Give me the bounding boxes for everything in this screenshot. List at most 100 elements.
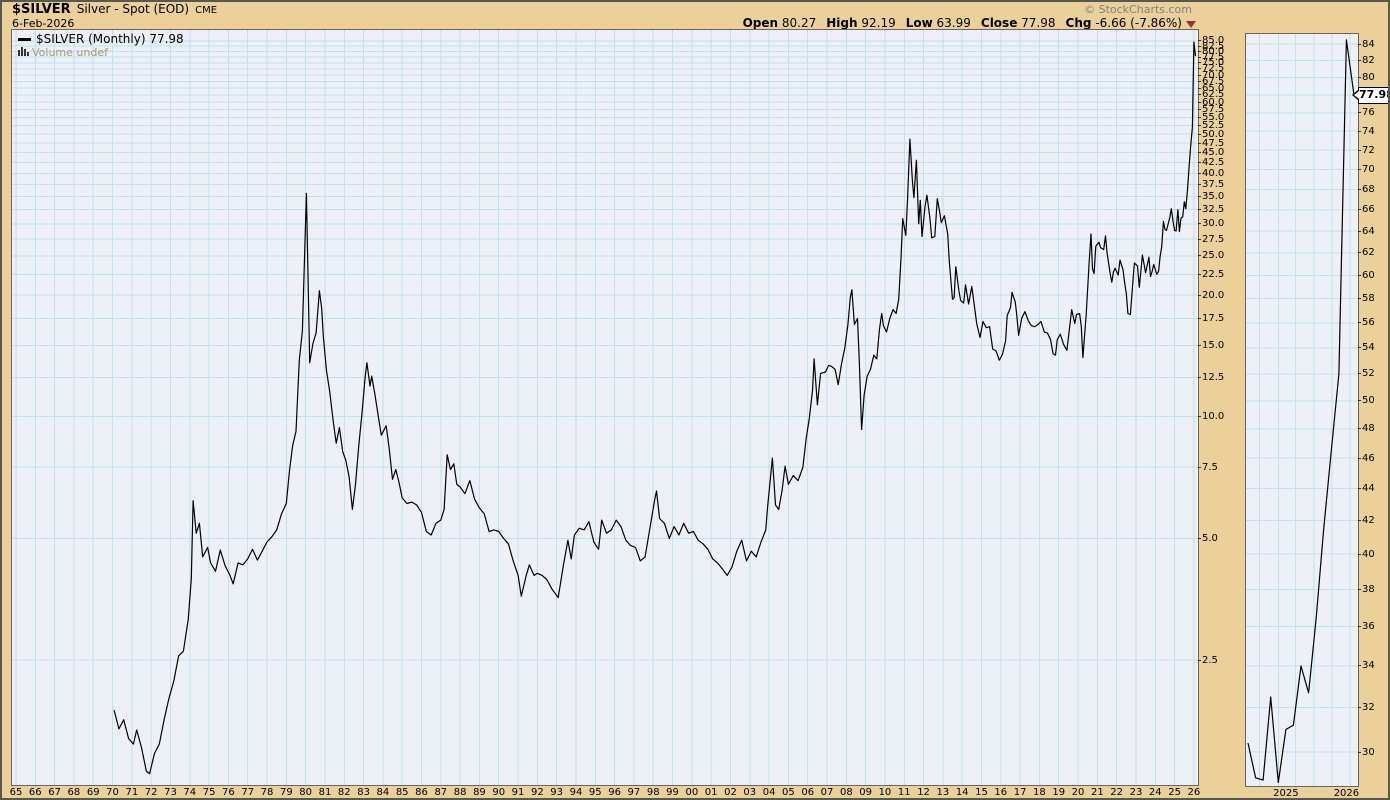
main-x-tick-label: 01 [704,787,718,798]
main-y-tick-label: 67.5 [1198,76,1224,87]
inset-y-tick-label: 80 [1358,72,1375,83]
inset-y-tick-label: 54 [1358,342,1375,353]
main-y-tick-label: 72.5 [1198,63,1224,74]
main-x-tick-label: 02 [724,787,737,798]
main-x-tick-label: 82 [337,787,351,798]
main-y-tick-label: 27.5 [1198,234,1224,245]
main-chart-plot [11,29,1199,786]
main-x-tick-label: 04 [762,787,776,798]
main-y-tick-label: 77.5 [1198,52,1224,63]
main-y-tick-label: 35.0 [1198,191,1224,202]
main-x-tick-label: 17 [1013,787,1027,798]
main-y-tick-label: 2.5 [1198,655,1218,666]
copyright: © StockCharts.com [1084,3,1192,16]
inset-chart-plot [1245,33,1359,787]
main-y-tick-label: 60.0 [1198,97,1224,108]
main-x-tick-label: 09 [859,787,872,798]
inset-y-tick-label: 66 [1358,204,1375,215]
main-y-tick-label: 80.0 [1198,46,1224,57]
main-x-tick-label: 98 [646,787,660,798]
main-x-tick-label: 20 [1071,787,1085,798]
main-x-tick-label: 80 [299,787,312,798]
inset-y-tick-label: 68 [1358,184,1375,195]
main-x-tick-label: 95 [588,787,602,798]
inset-y-tick-label: 38 [1358,584,1375,595]
inset-y-tick-label: 32 [1358,702,1375,713]
main-x-tick-label: 05 [782,787,795,798]
inset-y-tick-label: 36 [1358,621,1375,632]
main-x-tick-label: 78 [260,787,274,798]
volume-bars-icon [18,46,29,59]
main-x-tick-label: 15 [975,787,988,798]
main-x-tick-label: 26 [1187,787,1201,798]
main-x-tick-label: 16 [994,787,1008,798]
main-x-tick-label: 97 [627,787,641,798]
main-y-axis: 85.0 82.5 80.0 77.5 75.0 72.5 70.0 67.5 65.0 62.5… [1198,2,1238,798]
main-x-tick-label: 18 [1033,787,1046,798]
main-x-tick-label: 99 [666,787,679,798]
inset-x-tick-label: 2025 [1273,788,1299,799]
main-x-tick-label: 66 [28,787,42,798]
main-x-tick-label: 92 [530,787,544,798]
chart-title: Silver - Spot (EOD) [76,2,190,16]
main-y-tick-label: 5.0 [1198,533,1218,544]
main-x-tick-label: 83 [357,787,370,798]
main-x-tick-label: 25 [1168,787,1181,798]
volume-legend-label: Volume undef [32,46,108,59]
main-x-tick-label: 65 [9,787,23,798]
main-y-tick-label: 70.0 [1198,70,1224,81]
inset-y-tick-label: 84 [1358,39,1375,50]
last-price-label: 77.98 [1359,88,1388,102]
main-x-tick-label: 71 [125,787,139,798]
main-y-tick-label: 37.5 [1198,179,1224,190]
inset-y-tick-label: 46 [1358,453,1375,464]
main-y-tick-label: 10.0 [1198,411,1224,422]
main-x-axis: 65 66 67 68 69 70 71 72 73 74 75 76 77 78 79 80 81 82 83 84… [2,787,1388,798]
inset-y-tick-label: 64 [1358,226,1375,237]
main-y-tick-label: 57.5 [1198,104,1224,115]
inset-y-tick-label: 48 [1358,423,1375,434]
main-x-tick-label: 67 [48,787,61,798]
main-y-tick-label: 25.0 [1198,250,1224,261]
main-y-tick-label: 20.0 [1198,290,1224,301]
main-x-tick-label: 19 [1052,787,1066,798]
main-x-tick-label: 88 [453,787,467,798]
main-x-tick-label: 77 [241,787,255,798]
main-y-tick-label: 85.0 [1198,35,1224,46]
main-y-tick-label: 52.5 [1198,120,1224,131]
chart-date: 6-Feb-2026 [12,17,75,30]
main-y-tick-label: 47.5 [1198,138,1224,149]
main-y-tick-label: 30.0 [1198,218,1224,229]
inset-y-tick-label: 52 [1358,368,1375,379]
last-price-callout: 77.98 [1352,87,1388,105]
main-x-tick-label: 69 [86,787,100,798]
main-y-tick-label: 15.0 [1198,340,1224,351]
main-x-tick-label: 76 [222,787,235,798]
inset-y-tick-label: 82 [1358,55,1375,66]
exchange: CME [195,5,218,16]
main-y-tick-label: 22.5 [1198,269,1224,280]
symbol: $SILVER [12,2,71,17]
main-x-tick-label: 07 [820,787,834,798]
main-x-tick-label: 24 [1148,787,1162,798]
inset-y-tick-label: 44 [1358,483,1375,494]
inset-x-axis: 2025 20 26 [2,788,1388,799]
chg-down-arrow-icon [1186,20,1196,28]
main-x-tick-label: 00 [685,787,699,798]
series-legend: $SILVER (Monthly) 77.98 [18,32,184,46]
main-y-tick-label: 17.5 [1198,313,1224,324]
main-x-tick-label: 03 [743,787,757,798]
main-x-tick-label: 89 [473,787,486,798]
main-x-tick-label: 73 [164,787,177,798]
main-x-tick-label: 75 [202,787,216,798]
main-x-tick-label: 74 [183,787,197,798]
inset-y-tick-label: 50 [1358,395,1375,406]
main-y-tick-label: 75.0 [1198,57,1224,68]
inset-y-tick-label: 60 [1358,270,1375,281]
main-y-tick-label: 42.5 [1198,157,1224,168]
main-x-tick-label: 96 [608,787,621,798]
main-x-tick-label: 90 [492,787,506,798]
inset-y-tick-label: 42 [1358,515,1375,526]
main-x-tick-label: 79 [279,787,293,798]
